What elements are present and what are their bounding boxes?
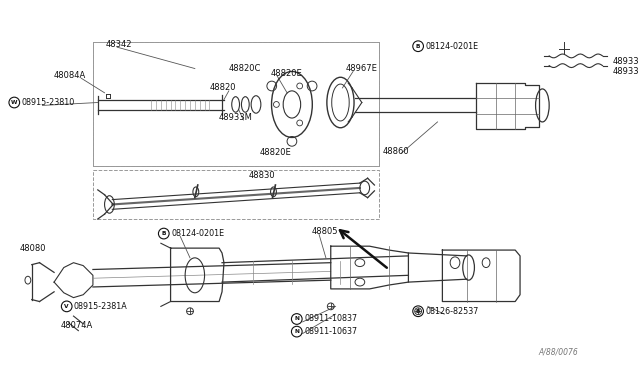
Text: 48933: 48933 — [612, 67, 639, 76]
Text: 08911-10837: 08911-10837 — [304, 314, 357, 324]
Text: 48933: 48933 — [612, 57, 639, 66]
Text: N: N — [294, 329, 300, 334]
Text: 48933M: 48933M — [219, 113, 253, 122]
Text: B: B — [416, 44, 420, 49]
Text: 48805: 48805 — [311, 227, 338, 236]
Text: 08124-0201E: 08124-0201E — [426, 42, 479, 51]
Text: 48820E: 48820E — [260, 148, 292, 157]
Text: 48084A: 48084A — [54, 71, 86, 80]
Text: 08915-23810: 08915-23810 — [22, 98, 75, 107]
Text: 48830: 48830 — [248, 171, 275, 180]
Text: V: V — [65, 304, 69, 309]
Text: 48820: 48820 — [209, 83, 236, 93]
Text: 08124-0201E: 08124-0201E — [171, 229, 224, 238]
Text: 08915-2381A: 08915-2381A — [74, 302, 128, 311]
Text: 48820E: 48820E — [271, 69, 302, 78]
Text: B: B — [161, 231, 166, 236]
Text: 48080: 48080 — [20, 244, 47, 253]
Text: 08126-82537: 08126-82537 — [426, 307, 479, 316]
Text: 48860: 48860 — [382, 147, 409, 155]
Text: 48967E: 48967E — [346, 64, 377, 73]
Text: B: B — [416, 309, 420, 314]
Text: A/88/0076: A/88/0076 — [538, 348, 579, 357]
Text: W: W — [11, 100, 17, 105]
Text: 48074A: 48074A — [61, 321, 93, 330]
Text: N: N — [294, 317, 300, 321]
Text: 08911-10637: 08911-10637 — [304, 327, 357, 336]
Text: 48342: 48342 — [106, 40, 132, 49]
Text: 48820C: 48820C — [229, 64, 261, 73]
